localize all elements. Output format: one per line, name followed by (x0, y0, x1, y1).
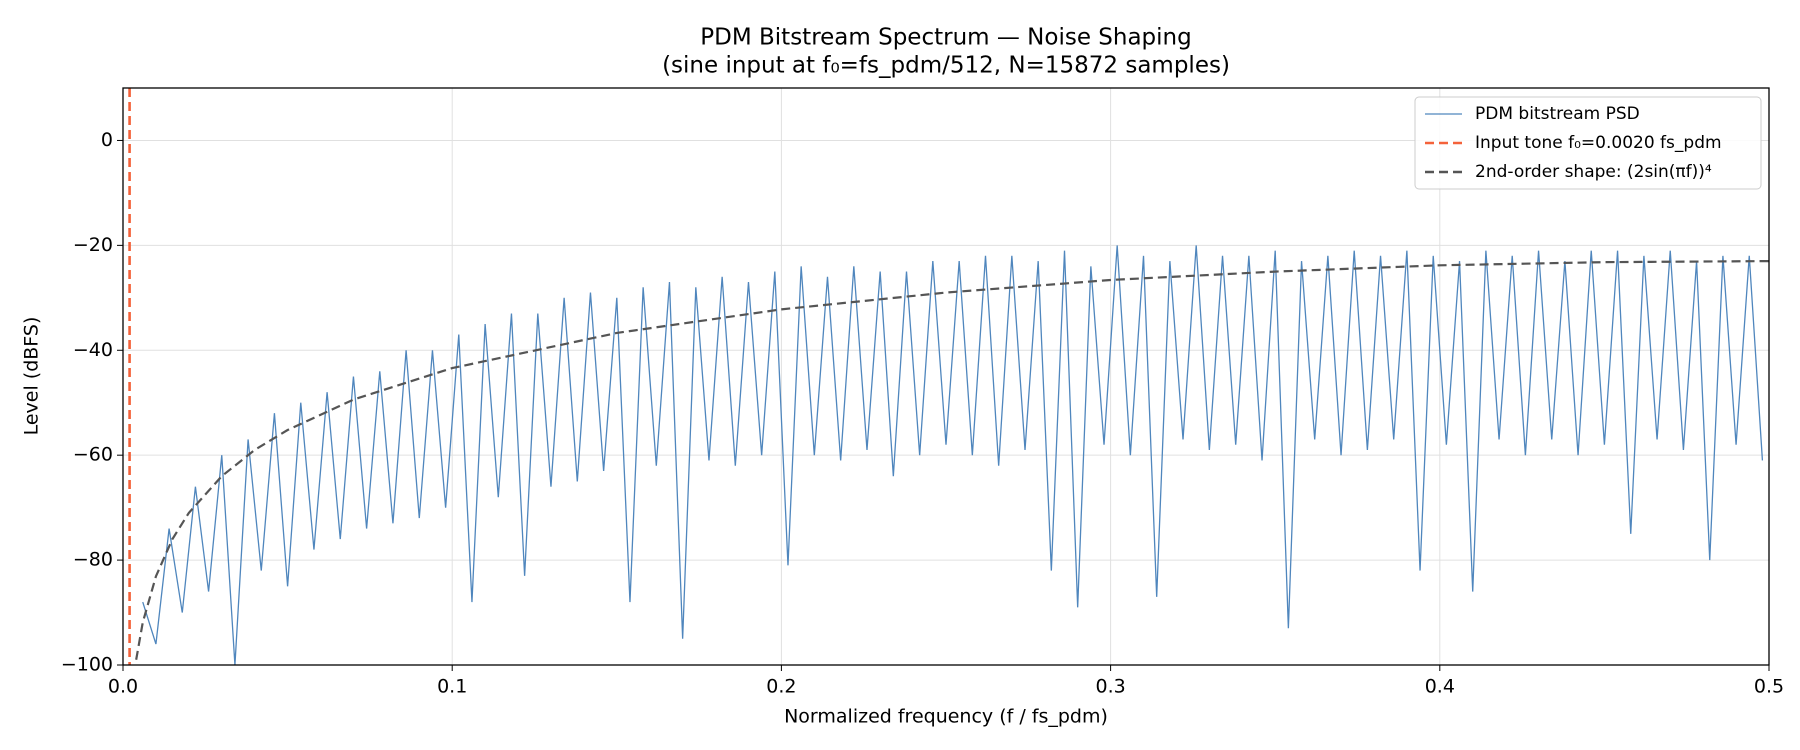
x-tick-label: 0.1 (437, 676, 467, 698)
y-tick-label: −100 (61, 654, 113, 676)
plot-frame (122, 87, 1770, 666)
legend-box (1414, 96, 1762, 190)
x-axis-label: Normalized frequency (f / fs_pdm) (784, 706, 1108, 728)
x-tick-label: 0.0 (108, 676, 138, 698)
x-tick-label: 0.2 (766, 676, 796, 698)
chart-title: PDM Bitstream Spectrum — Noise Shaping (700, 25, 1191, 51)
legend-label: PDM bitstream PSD (1475, 104, 1640, 124)
y-tick-label: −60 (73, 444, 113, 466)
legend-label: Input tone f₀=0.0020 fs_pdm (1475, 133, 1722, 153)
plot-area (128, 88, 1769, 665)
x-tick-label: 0.5 (1754, 676, 1784, 698)
y-tick-label: 0 (101, 129, 113, 151)
y-tick-label: −80 (73, 549, 113, 571)
x-tick-label: 0.3 (1095, 676, 1125, 698)
x-tick-label: 0.4 (1425, 676, 1455, 698)
series-line (142, 245, 1764, 665)
y-tick-label: −40 (73, 339, 113, 361)
y-tick-label: −20 (73, 234, 113, 256)
series-line (135, 260, 1769, 660)
y-axis-label: Level (dBFS) (21, 317, 43, 436)
chart-subtitle: (sine input at f₀=fs_pdm/512, N=15872 sa… (662, 53, 1230, 79)
legend-label: 2nd-order shape: (2sin(πf))⁴ (1475, 162, 1712, 182)
